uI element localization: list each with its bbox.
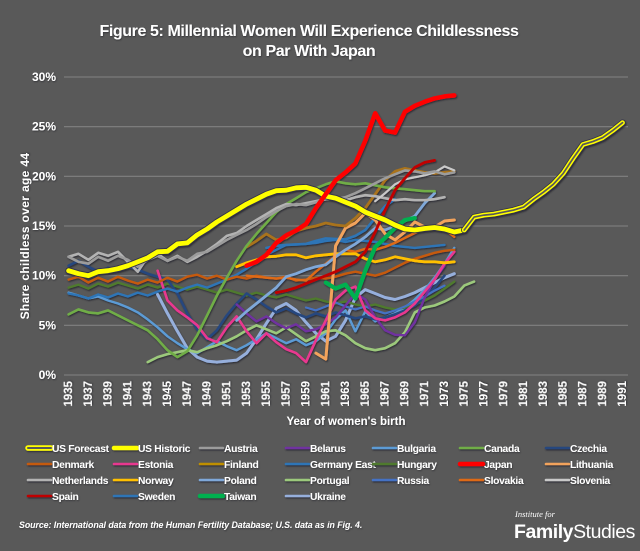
svg-text:Portugal: Portugal	[310, 476, 350, 487]
svg-text:1951: 1951	[221, 380, 233, 406]
svg-text:1973: 1973	[439, 381, 451, 407]
svg-text:Germany East: Germany East	[310, 460, 377, 471]
svg-text:1989: 1989	[597, 381, 609, 407]
svg-text:Estonia: Estonia	[138, 460, 174, 471]
svg-text:1953: 1953	[241, 381, 253, 407]
svg-text:FamilyStudies: FamilyStudies	[514, 521, 636, 543]
svg-text:US Historic: US Historic	[138, 444, 191, 455]
svg-text:1977: 1977	[479, 381, 491, 407]
svg-text:Sweden: Sweden	[138, 492, 175, 503]
svg-text:Lithuania: Lithuania	[570, 460, 614, 471]
svg-text:Figure 5: Millennial Women Wil: Figure 5: Millennial Women Will Experien…	[99, 23, 519, 40]
svg-text:1983: 1983	[538, 381, 550, 407]
svg-text:Taiwan: Taiwan	[224, 492, 256, 503]
svg-text:1947: 1947	[182, 381, 194, 407]
svg-text:1991: 1991	[617, 380, 629, 406]
svg-text:25%: 25%	[32, 120, 56, 134]
svg-text:1969: 1969	[399, 381, 411, 407]
svg-text:Belarus: Belarus	[310, 444, 346, 455]
svg-text:1971: 1971	[419, 380, 431, 406]
svg-text:1963: 1963	[340, 381, 352, 407]
svg-text:Norway: Norway	[138, 476, 174, 487]
svg-text:10%: 10%	[32, 269, 56, 283]
svg-text:Bulgaria: Bulgaria	[397, 444, 436, 455]
svg-text:US Forecast: US Forecast	[52, 444, 110, 455]
svg-text:1935: 1935	[63, 380, 75, 406]
svg-text:Canada: Canada	[484, 444, 520, 455]
svg-text:1965: 1965	[360, 380, 372, 406]
svg-text:1985: 1985	[558, 380, 570, 406]
svg-text:1943: 1943	[142, 381, 154, 407]
svg-text:Poland: Poland	[224, 476, 257, 487]
svg-text:Russia: Russia	[397, 476, 430, 487]
svg-text:1979: 1979	[498, 381, 510, 407]
svg-text:1967: 1967	[380, 381, 392, 407]
svg-text:Slovakia: Slovakia	[484, 476, 524, 487]
svg-text:Slovenia: Slovenia	[570, 476, 611, 487]
svg-text:20%: 20%	[32, 169, 56, 183]
svg-text:Finland: Finland	[224, 460, 259, 471]
svg-text:Institute for: Institute for	[514, 509, 556, 519]
svg-text:1939: 1939	[103, 381, 115, 407]
svg-text:1959: 1959	[301, 381, 313, 407]
svg-text:on Par With Japan: on Par With Japan	[243, 43, 376, 60]
svg-text:Japan: Japan	[484, 460, 512, 471]
svg-text:Hungary: Hungary	[397, 460, 437, 471]
svg-text:Ukraine: Ukraine	[310, 492, 346, 503]
svg-text:0%: 0%	[39, 368, 57, 382]
svg-text:1975: 1975	[459, 380, 471, 406]
svg-text:Austria: Austria	[224, 444, 258, 455]
svg-text:Czechia: Czechia	[570, 444, 607, 455]
svg-text:1941: 1941	[122, 380, 134, 406]
svg-text:1945: 1945	[162, 380, 174, 406]
svg-text:1949: 1949	[202, 381, 214, 407]
svg-text:Year of women's birth: Year of women's birth	[286, 416, 405, 428]
svg-text:1987: 1987	[577, 381, 589, 407]
svg-text:Netherlands: Netherlands	[52, 476, 109, 487]
svg-text:1981: 1981	[518, 380, 530, 406]
svg-text:15%: 15%	[32, 219, 56, 233]
svg-text:1955: 1955	[261, 380, 273, 406]
svg-text:5%: 5%	[39, 318, 57, 332]
svg-text:1957: 1957	[281, 381, 293, 407]
svg-text:1937: 1937	[83, 381, 95, 407]
svg-text:1961: 1961	[320, 380, 332, 406]
svg-text:Spain: Spain	[52, 492, 79, 503]
svg-text:Denmark: Denmark	[52, 460, 95, 471]
svg-text:Source: International data fro: Source: International data from the Huma…	[19, 520, 362, 530]
svg-text:Share childless over age 44: Share childless over age 44	[18, 153, 32, 320]
svg-text:30%: 30%	[32, 70, 56, 84]
